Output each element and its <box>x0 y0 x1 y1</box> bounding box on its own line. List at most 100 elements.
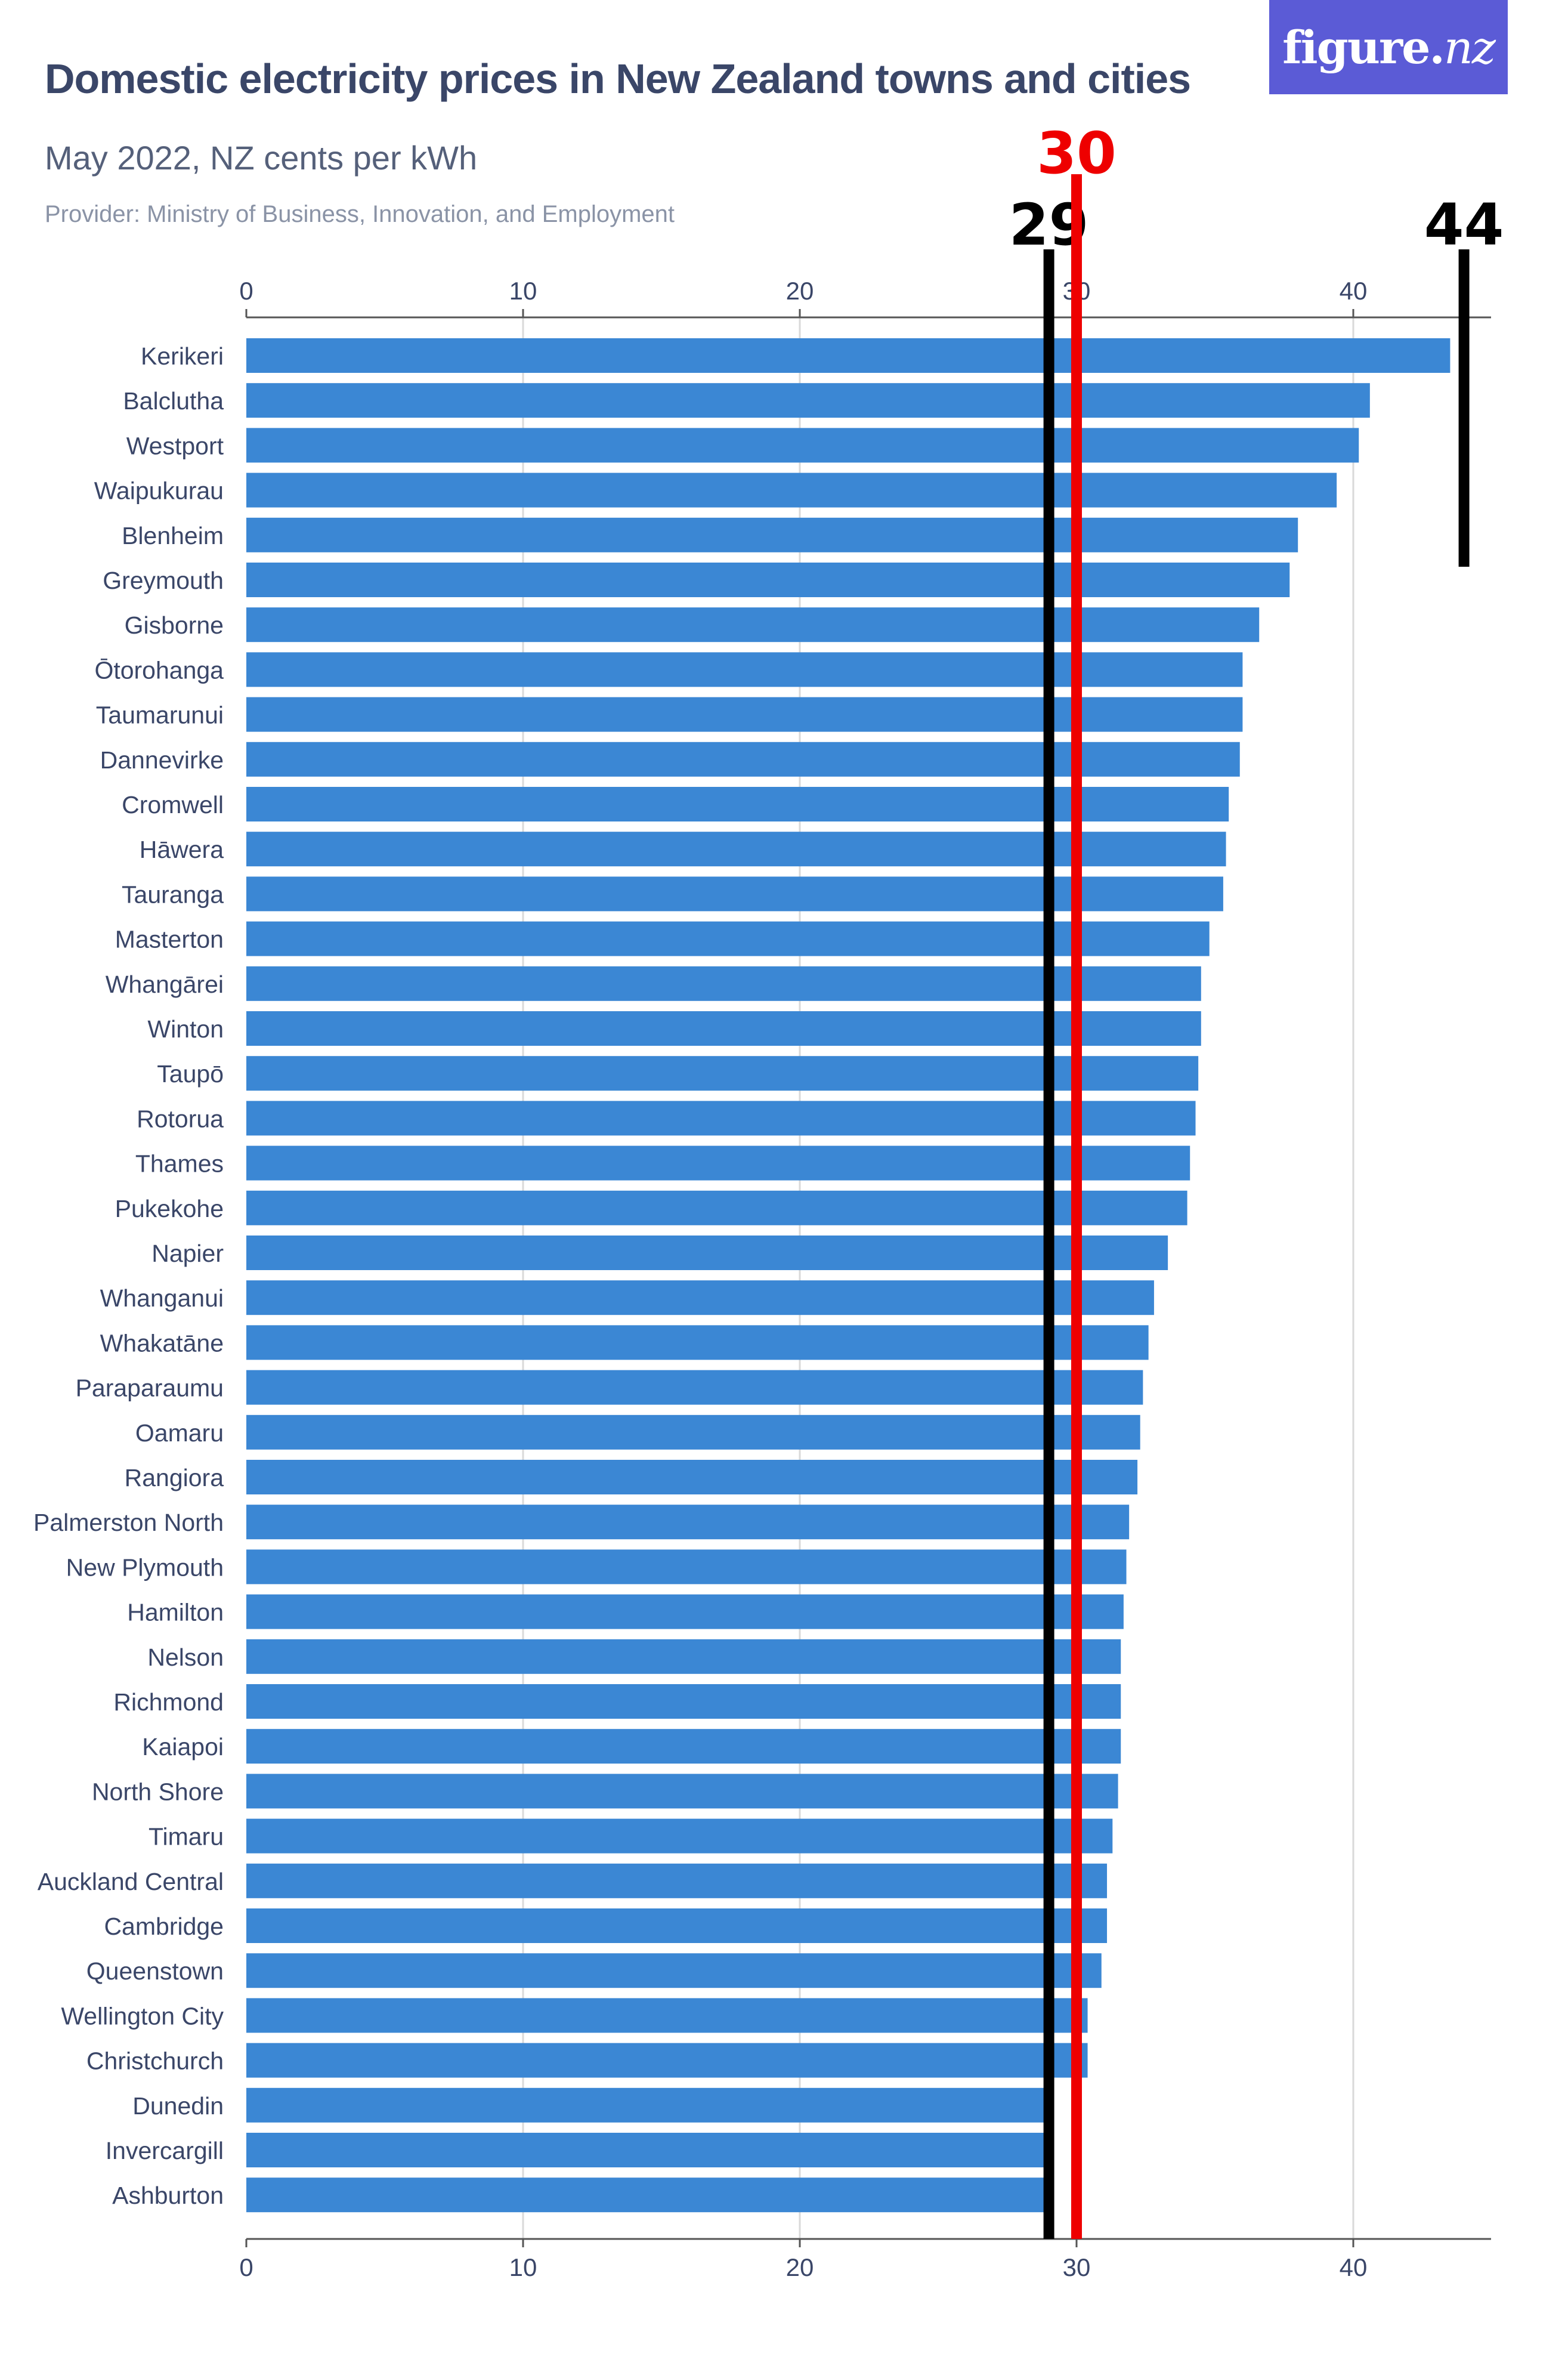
bar <box>246 1414 1140 1450</box>
bottom-axis-tick-label: 30 <box>1063 2253 1091 2281</box>
bar <box>246 966 1201 1001</box>
category-label: Cambridge <box>104 1913 224 1940</box>
category-label: Christchurch <box>86 2047 224 2075</box>
bar <box>246 2133 1046 2167</box>
bar <box>246 1594 1124 1629</box>
category-label: Queenstown <box>86 1957 224 1985</box>
category-label: Balclutha <box>123 387 224 415</box>
bar <box>246 1460 1138 1494</box>
bar <box>246 383 1370 418</box>
bar <box>246 1011 1201 1046</box>
bar <box>246 517 1298 552</box>
bar <box>246 1145 1190 1181</box>
reference-marker-label: 44 <box>1424 192 1504 258</box>
bottom-axis-tick-label: 40 <box>1340 2253 1368 2281</box>
top-axis-tick-label: 0 <box>239 277 253 305</box>
category-label: Oamaru <box>135 1419 224 1447</box>
bar <box>246 607 1260 643</box>
bar <box>246 921 1210 956</box>
category-label: Whakatāne <box>100 1329 224 1357</box>
bar <box>246 652 1243 687</box>
bar <box>246 1101 1196 1136</box>
figure-nz-logo[interactable]: figure. nz <box>1269 0 1508 94</box>
bar <box>246 1863 1108 1898</box>
category-label: Gisborne <box>125 611 224 639</box>
bar <box>246 876 1223 912</box>
category-label: Taumarunui <box>96 702 224 729</box>
bar <box>246 697 1243 732</box>
bar <box>246 2087 1046 2123</box>
category-label: Kaiapoi <box>142 1733 224 1760</box>
bar <box>246 2043 1088 2078</box>
bottom-axis-tick-label: 20 <box>786 2253 814 2281</box>
bar <box>246 1818 1113 1854</box>
category-label: Dunedin <box>132 2092 224 2120</box>
category-label: Cromwell <box>122 791 224 819</box>
bar <box>246 1056 1199 1091</box>
bar <box>246 1190 1187 1225</box>
category-label: North Shore <box>92 1778 224 1805</box>
bar <box>246 1505 1130 1540</box>
category-label: Hamilton <box>127 1599 224 1626</box>
bar <box>246 1236 1168 1270</box>
bar <box>246 1729 1121 1764</box>
bar <box>246 1774 1118 1809</box>
category-label: Taupō <box>157 1060 224 1088</box>
category-label: Timaru <box>149 1823 224 1851</box>
category-label: Whanganui <box>100 1284 224 1312</box>
category-label: Palmerston North <box>33 1509 224 1536</box>
category-label: Auckland Central <box>38 1868 224 1895</box>
bar <box>246 1908 1108 1943</box>
logo-accent-text: nz <box>1443 20 1496 74</box>
bar <box>246 787 1229 821</box>
category-label: Napier <box>151 1240 224 1267</box>
top-axis-tick-label: 40 <box>1340 277 1368 305</box>
category-label: Hāwera <box>140 836 224 863</box>
bar <box>246 1953 1102 1988</box>
category-label: Dannevirke <box>100 746 224 774</box>
category-label: Tauranga <box>122 881 224 908</box>
category-label: Winton <box>147 1015 224 1043</box>
top-axis-tick-label: 20 <box>786 277 814 305</box>
category-label: Ashburton <box>112 2182 224 2209</box>
top-axis-tick-label: 10 <box>509 277 537 305</box>
bar <box>246 2177 1046 2213</box>
bar <box>246 1325 1149 1360</box>
chart-title: Domestic electricity prices in New Zeala… <box>45 55 1191 102</box>
category-label: Paraparaumu <box>76 1375 224 1402</box>
bottom-axis-tick-label: 10 <box>509 2253 537 2281</box>
bar <box>246 338 1451 373</box>
reference-marker-label: 30 <box>1037 120 1117 187</box>
bar <box>246 428 1359 463</box>
category-label: Ōtorohanga <box>94 656 224 684</box>
category-label: Waipukurau <box>94 477 224 505</box>
bar <box>246 1549 1127 1585</box>
bar <box>246 1684 1121 1719</box>
category-label: New Plymouth <box>66 1553 224 1581</box>
data-provider: Provider: Ministry of Business, Innovati… <box>45 201 675 227</box>
category-label: Thames <box>135 1150 224 1178</box>
category-label: Nelson <box>147 1644 224 1671</box>
chart-subtitle: May 2022, NZ cents per kWh <box>45 139 478 177</box>
bar <box>246 1639 1121 1674</box>
category-label: Pukekohe <box>115 1195 224 1222</box>
category-label: Westport <box>126 432 224 459</box>
bar <box>246 1370 1143 1405</box>
bottom-axis-tick-label: 0 <box>239 2253 253 2281</box>
category-label: Wellington City <box>61 2002 224 2030</box>
bar <box>246 563 1290 597</box>
category-label: Masterton <box>115 926 224 953</box>
logo-text: figure. <box>1282 20 1445 74</box>
category-label: Richmond <box>113 1688 224 1716</box>
category-label: Rotorua <box>137 1105 224 1132</box>
category-label: Greymouth <box>103 567 224 594</box>
category-label: Whangārei <box>106 971 224 998</box>
bar <box>246 832 1226 867</box>
category-label: Rangiora <box>125 1464 224 1491</box>
category-label: Blenheim <box>122 522 224 549</box>
bar <box>246 472 1337 508</box>
bar <box>246 1280 1154 1315</box>
category-label: Invercargill <box>106 2137 224 2164</box>
bar <box>246 742 1240 777</box>
